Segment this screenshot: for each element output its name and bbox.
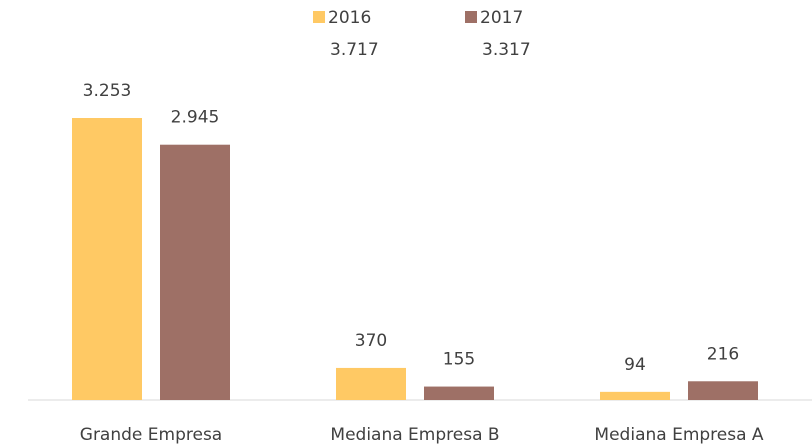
data-label: 2.945 [171,108,220,128]
legend-swatch [313,11,325,23]
data-label: 94 [624,355,646,375]
series-total: 3.717 [330,40,379,60]
bar [160,144,230,400]
x-tick-label: Mediana Empresa B [330,425,499,445]
legend-label: 2016 [328,8,371,28]
bar [336,367,406,400]
bar [688,381,758,400]
x-tick-label: Mediana Empresa A [594,425,763,445]
legend-label: 2017 [480,8,523,28]
data-label: 370 [355,331,387,351]
bar [600,391,670,400]
bar [424,386,494,400]
series-total: 3.317 [482,40,531,60]
x-tick-label: Grande Empresa [80,425,222,445]
data-label: 155 [443,350,475,370]
data-label: 3.253 [83,81,132,101]
legend-swatch [465,11,477,23]
bar [72,118,142,400]
data-label: 216 [707,344,739,364]
